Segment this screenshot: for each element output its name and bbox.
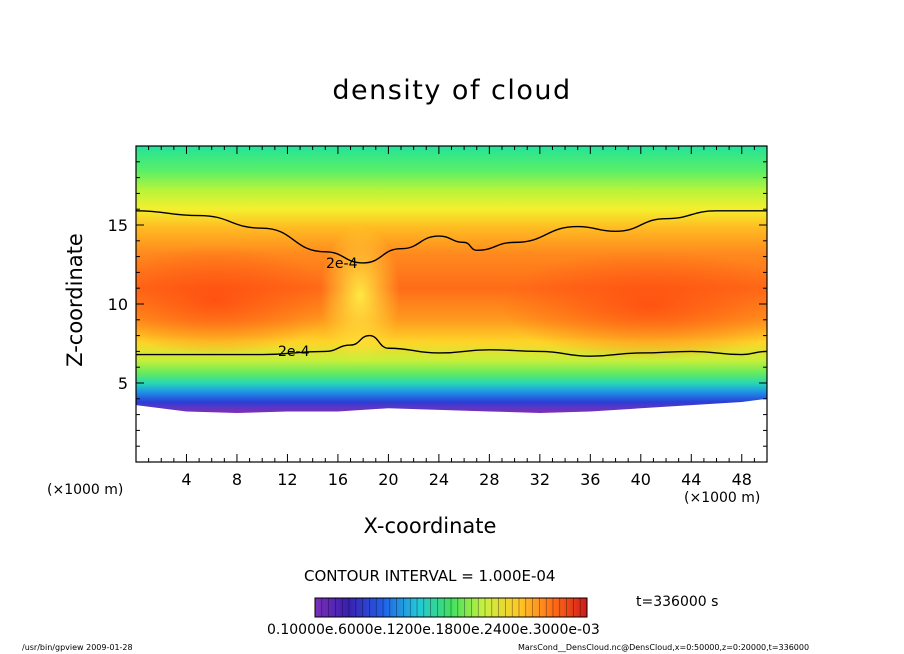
contour-interval-text: CONTOUR INTERVAL = 1.000E-04 bbox=[304, 567, 556, 585]
y-axis-label: Z-coordinate bbox=[63, 233, 87, 367]
y-tick-label: 10 bbox=[108, 295, 128, 314]
x-tick-label: 12 bbox=[277, 470, 297, 489]
x-tick-label: 16 bbox=[328, 470, 348, 489]
x-tick-label: 4 bbox=[181, 470, 191, 489]
contour-label-upper: 2e-4 bbox=[326, 256, 358, 272]
colorbar-dividers bbox=[321, 598, 581, 617]
x-tick-label: 24 bbox=[429, 470, 449, 489]
y-tick-label: 15 bbox=[108, 216, 128, 235]
footer-command: /usr/bin/gpview 2009-01-28 bbox=[22, 643, 133, 652]
y-tick-label: 5 bbox=[118, 374, 128, 393]
x-unit-label-right: (×1000 m) bbox=[684, 490, 761, 506]
chart-title: density of cloud bbox=[332, 75, 572, 106]
footer-source: MarsCond__DensCloud.nc@DensCloud,x=0:500… bbox=[518, 643, 810, 652]
x-tick-label: 20 bbox=[378, 470, 398, 489]
x-tick-label: 36 bbox=[580, 470, 600, 489]
y-axis-ticks: 5 10 15 bbox=[108, 161, 767, 447]
x-tick-label: 48 bbox=[732, 470, 752, 489]
x-tick-label: 28 bbox=[479, 470, 499, 489]
density-minimum-center bbox=[320, 225, 400, 365]
contour-line-lower bbox=[135, 334, 768, 357]
x-unit-label: (×1000 m) bbox=[47, 482, 124, 498]
colorbar-labels: 0.10000e.6000e.1200e.1800e.2400e.3000e-0… bbox=[267, 622, 600, 638]
contour-label-lower: 2e-4 bbox=[278, 344, 310, 360]
x-tick-label: 8 bbox=[232, 470, 242, 489]
density-maximum-left bbox=[136, 245, 335, 355]
x-axis-label: X-coordinate bbox=[363, 514, 497, 538]
x-tick-label: 32 bbox=[530, 470, 550, 489]
x-tick-label: 44 bbox=[681, 470, 701, 489]
time-label: t=336000 s bbox=[636, 594, 719, 610]
x-axis-ticks: 4 8 12 16 20 24 28 32 36 40 44 48 bbox=[148, 146, 755, 489]
contour-line-upper bbox=[135, 210, 767, 264]
x-tick-label: 40 bbox=[631, 470, 651, 489]
cloud-free-region bbox=[136, 398, 767, 462]
density-maximum-right bbox=[500, 250, 767, 360]
